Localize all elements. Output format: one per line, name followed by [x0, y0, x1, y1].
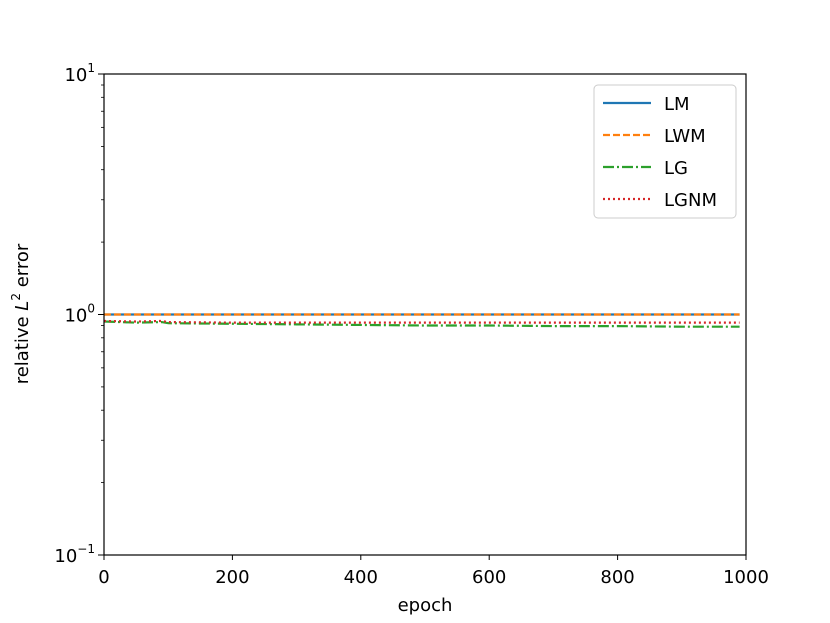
- legend-label-lgnm: LGNM: [664, 190, 717, 211]
- y-tick-label-exp: −1: [77, 542, 95, 556]
- x-tick-label: 200: [215, 567, 249, 588]
- y-tick-label-exp: 1: [87, 61, 95, 75]
- x-tick-label: 1000: [723, 567, 769, 588]
- series-line-lg: [103, 320, 740, 328]
- legend-box: [593, 84, 737, 219]
- y-axis-title-var: L: [12, 301, 33, 311]
- x-tick-label: 800: [600, 567, 634, 588]
- legend: LM LWM LG LGNM: [593, 84, 737, 219]
- x-tick-label: 600: [472, 567, 506, 588]
- axes-frame: [103, 73, 747, 556]
- y-axis-title-suffix: error: [12, 243, 33, 293]
- y-axis-title: relative L2 error: [9, 243, 33, 384]
- y-tick-label-base: 10: [54, 546, 77, 567]
- y-tick-label: 100: [64, 302, 95, 327]
- y-axis-title-sup: 2: [9, 293, 23, 301]
- legend-label-lwm: LWM: [664, 126, 706, 147]
- series-layer: [103, 313, 740, 328]
- x-axis-title: epoch: [398, 595, 453, 616]
- y-tick-label-base: 10: [64, 65, 87, 86]
- legend-label-lm: LM: [664, 94, 690, 115]
- legend-label-lg: LG: [664, 158, 688, 179]
- y-tick-label-base: 10: [64, 306, 87, 327]
- y-tick-label: 101: [64, 61, 95, 86]
- x-tick-label: 0: [98, 567, 109, 588]
- series-line-lgnm: [103, 319, 740, 324]
- y-tick-label-exp: 0: [87, 302, 95, 316]
- x-tick-label: 400: [344, 567, 378, 588]
- y-tick-label: 10−1: [54, 542, 95, 567]
- y-axis-title-prefix: relative: [12, 311, 33, 385]
